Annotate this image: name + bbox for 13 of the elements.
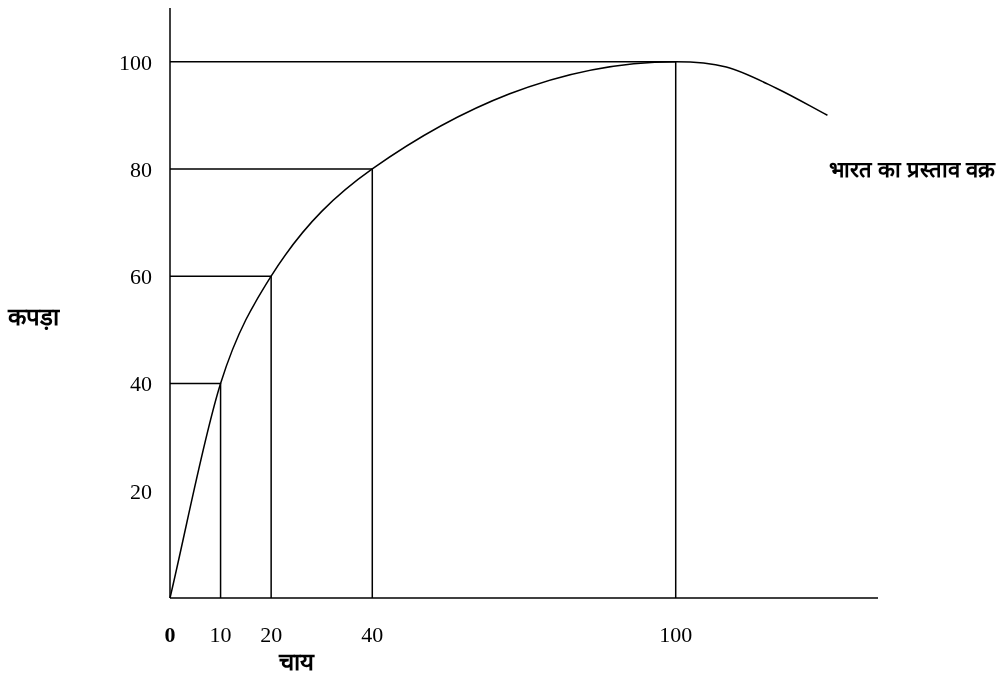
x-tick: 40 [361,622,384,647]
y-tick: 60 [130,264,152,290]
y-tick: 40 [130,371,152,397]
ylabel: कपड़ा [8,302,59,330]
x-tick: 20 [260,622,283,647]
series-label: भारत का प्रस्ताव वक्र [828,157,995,183]
x-tick: 100 [659,622,693,647]
x-tick: 0 [164,622,176,647]
y-tick: 20 [130,478,152,504]
xlabel: चाय [278,648,314,675]
x-tick: 10 [209,622,232,647]
y-tick: 100 [119,49,152,75]
y-tick: 80 [130,156,152,182]
